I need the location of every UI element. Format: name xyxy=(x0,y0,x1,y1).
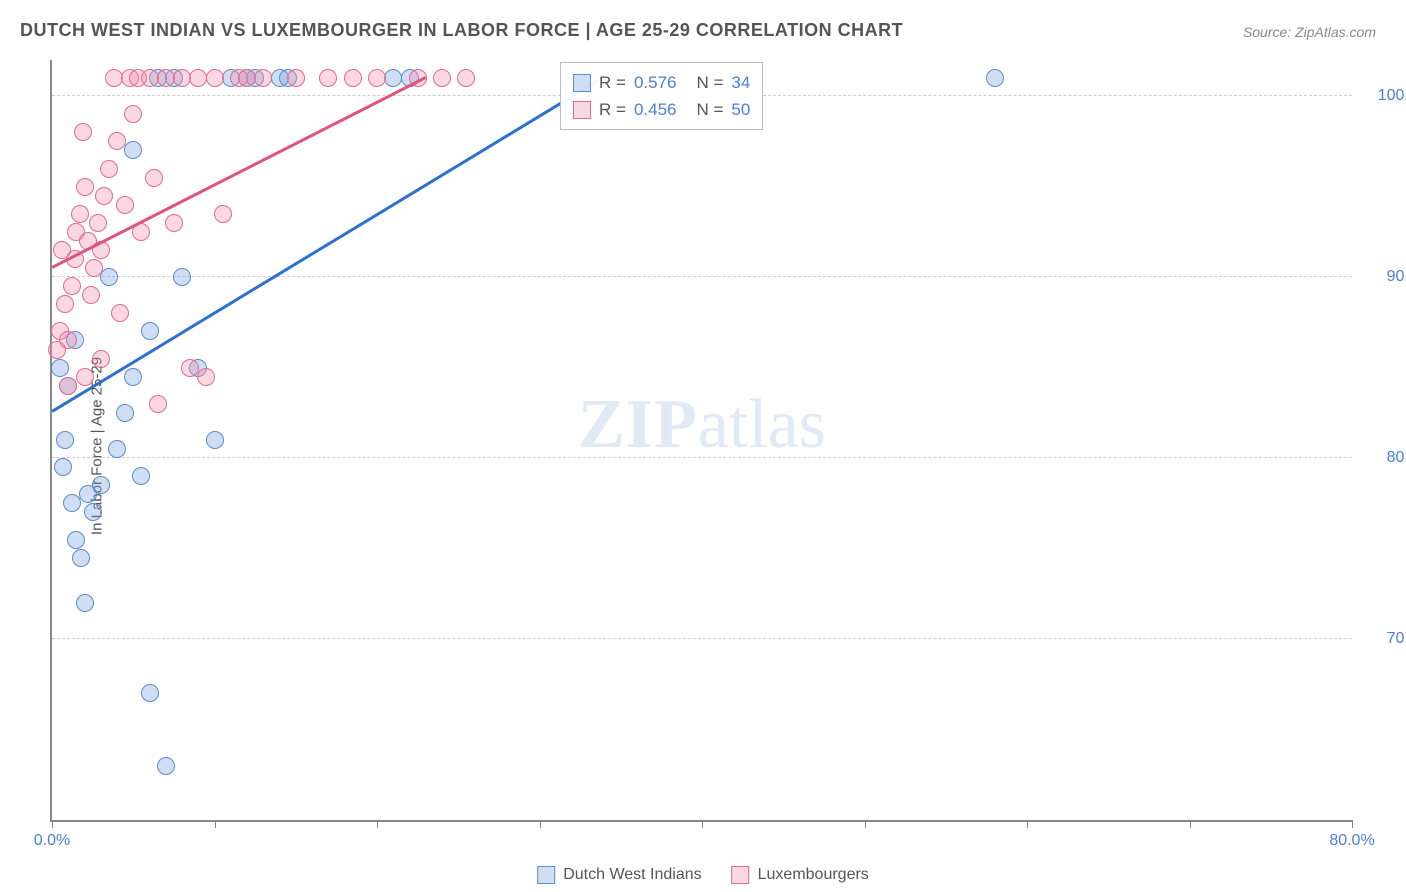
scatter-point xyxy=(116,404,134,422)
watermark: ZIPatlas xyxy=(578,385,826,465)
corr-r-label: R = xyxy=(599,96,626,123)
correlation-row: R = 0.456 N = 50 xyxy=(573,96,750,123)
legend-item: Dutch West Indians xyxy=(537,866,701,884)
scatter-point xyxy=(63,494,81,512)
scatter-point xyxy=(206,69,224,87)
scatter-point xyxy=(124,141,142,159)
legend-label: Luxembourgers xyxy=(758,866,869,884)
plot-area: ZIPatlas 70.0%80.0%90.0%100.0%0.0%80.0% xyxy=(50,60,1352,822)
chart-source: Source: ZipAtlas.com xyxy=(1243,24,1376,40)
scatter-point xyxy=(197,368,215,386)
scatter-point xyxy=(108,440,126,458)
corr-swatch xyxy=(573,101,591,119)
scatter-point xyxy=(67,531,85,549)
scatter-point xyxy=(108,132,126,150)
scatter-point xyxy=(56,295,74,313)
scatter-point xyxy=(254,69,272,87)
x-tick xyxy=(702,820,703,828)
legend-label: Dutch West Indians xyxy=(563,866,701,884)
y-tick-label: 100.0% xyxy=(1362,87,1406,105)
scatter-point xyxy=(344,69,362,87)
y-tick-label: 80.0% xyxy=(1362,449,1406,467)
scatter-point xyxy=(141,322,159,340)
scatter-point xyxy=(74,123,92,141)
corr-n-label: N = xyxy=(696,96,723,123)
scatter-point xyxy=(214,205,232,223)
scatter-point xyxy=(149,395,167,413)
scatter-point xyxy=(124,105,142,123)
scatter-point xyxy=(368,69,386,87)
corr-n-value: 50 xyxy=(731,96,750,123)
x-tick xyxy=(215,820,216,828)
scatter-point xyxy=(82,286,100,304)
x-tick xyxy=(865,820,866,828)
scatter-point xyxy=(433,69,451,87)
scatter-point xyxy=(206,431,224,449)
scatter-point xyxy=(59,331,77,349)
scatter-point xyxy=(157,757,175,775)
chart-title: DUTCH WEST INDIAN VS LUXEMBOURGER IN LAB… xyxy=(20,20,903,41)
scatter-point xyxy=(173,268,191,286)
scatter-point xyxy=(85,259,103,277)
x-tick xyxy=(52,820,53,828)
corr-r-value: 0.456 xyxy=(634,96,677,123)
x-tick xyxy=(377,820,378,828)
scatter-point xyxy=(116,196,134,214)
scatter-point xyxy=(145,169,163,187)
scatter-point xyxy=(84,503,102,521)
watermark-zip: ZIP xyxy=(578,386,698,463)
watermark-atlas: atlas xyxy=(698,386,826,463)
scatter-point xyxy=(72,549,90,567)
scatter-point xyxy=(63,277,81,295)
scatter-point xyxy=(71,205,89,223)
legend-item: Luxembourgers xyxy=(732,866,869,884)
scatter-point xyxy=(141,684,159,702)
corr-r-value: 0.576 xyxy=(634,69,677,96)
gridline xyxy=(52,457,1352,458)
legend: Dutch West Indians Luxembourgers xyxy=(537,866,869,884)
x-tick xyxy=(1190,820,1191,828)
scatter-point xyxy=(76,368,94,386)
scatter-point xyxy=(92,476,110,494)
scatter-point xyxy=(54,458,72,476)
scatter-point xyxy=(457,69,475,87)
corr-n-label: N = xyxy=(696,69,723,96)
scatter-point xyxy=(59,377,77,395)
scatter-point xyxy=(132,467,150,485)
x-tick-label: 0.0% xyxy=(34,832,70,850)
correlation-box: R = 0.576 N = 34 R = 0.456 N = 50 xyxy=(560,62,763,130)
scatter-point xyxy=(76,594,94,612)
scatter-point xyxy=(986,69,1004,87)
scatter-point xyxy=(181,359,199,377)
scatter-point xyxy=(51,359,69,377)
scatter-point xyxy=(124,368,142,386)
scatter-point xyxy=(319,69,337,87)
x-tick xyxy=(1352,820,1353,828)
chart-container: DUTCH WEST INDIAN VS LUXEMBOURGER IN LAB… xyxy=(0,0,1406,892)
scatter-point xyxy=(100,160,118,178)
scatter-point xyxy=(89,214,107,232)
corr-swatch xyxy=(573,74,591,92)
y-tick-label: 90.0% xyxy=(1362,268,1406,286)
x-tick xyxy=(1027,820,1028,828)
scatter-point xyxy=(165,214,183,232)
scatter-point xyxy=(95,187,113,205)
y-tick-label: 70.0% xyxy=(1362,630,1406,648)
correlation-row: R = 0.576 N = 34 xyxy=(573,69,750,96)
legend-swatch xyxy=(732,866,750,884)
gridline xyxy=(52,276,1352,277)
corr-r-label: R = xyxy=(599,69,626,96)
scatter-point xyxy=(92,350,110,368)
scatter-point xyxy=(111,304,129,322)
legend-swatch xyxy=(537,866,555,884)
corr-n-value: 34 xyxy=(731,69,750,96)
x-tick xyxy=(540,820,541,828)
scatter-point xyxy=(76,178,94,196)
scatter-point xyxy=(56,431,74,449)
gridline xyxy=(52,638,1352,639)
scatter-point xyxy=(287,69,305,87)
x-tick-label: 80.0% xyxy=(1329,832,1374,850)
